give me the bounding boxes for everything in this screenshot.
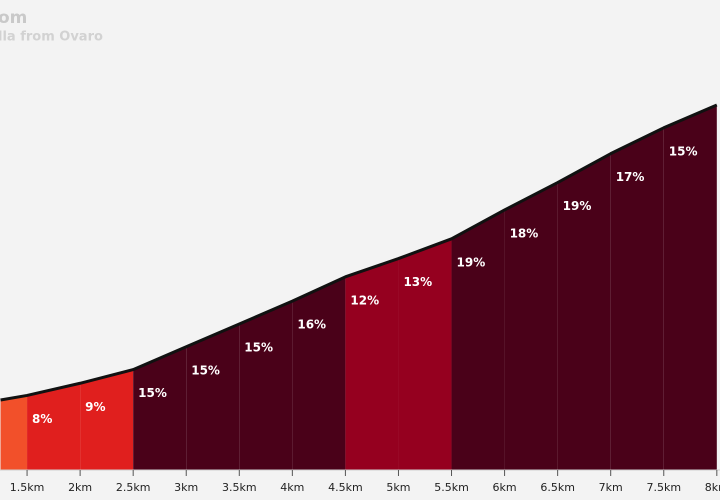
- segment-label: 15%: [244, 340, 273, 354]
- segment-label: 15%: [191, 363, 220, 377]
- x-tick-label: 3.5km: [222, 481, 257, 494]
- segment: [504, 182, 558, 470]
- segment: [239, 301, 293, 470]
- segment-label: 17%: [616, 170, 645, 184]
- segment-label: 19%: [563, 199, 592, 213]
- segment-label: 12%: [350, 293, 379, 307]
- chart-title: om: [0, 8, 27, 28]
- segment: [80, 369, 134, 470]
- segments: [0, 105, 717, 471]
- x-tick-label: 7.5km: [646, 481, 681, 494]
- x-tick-label: 6.5km: [540, 481, 575, 494]
- segment-label: 9%: [85, 400, 105, 414]
- segment: [0, 395, 28, 470]
- segment: [186, 323, 240, 470]
- segment: [451, 209, 505, 471]
- x-tick-label: 5.5km: [434, 481, 469, 494]
- segment-label: 19%: [457, 255, 486, 269]
- x-tick-label: 4.5km: [328, 481, 363, 494]
- profile-line: [0, 103, 718, 402]
- segment: [557, 153, 611, 470]
- segment: [292, 276, 346, 470]
- segment-label: 18%: [510, 226, 539, 240]
- chart-subtitle: lla from Ovaro: [0, 30, 103, 45]
- segment-label: 8%: [32, 412, 52, 426]
- segment-label: 15%: [138, 386, 167, 400]
- x-tick-label: 5km: [386, 481, 410, 494]
- segment: [610, 127, 664, 471]
- segment-label: 16%: [297, 318, 326, 332]
- segment: [345, 258, 399, 470]
- x-tick-label: 4km: [280, 481, 304, 494]
- x-tick-label: 7km: [599, 481, 623, 494]
- x-tick-label: 6km: [493, 481, 517, 494]
- x-tick-label: 2km: [68, 481, 92, 494]
- x-tick-label: 2.5km: [116, 481, 151, 494]
- x-tick-label: 1.5km: [10, 481, 45, 494]
- segment: [398, 238, 452, 470]
- x-tick-label: 3km: [174, 481, 198, 494]
- segment-label: 15%: [669, 144, 698, 158]
- segment: [133, 346, 187, 470]
- segment: [27, 383, 81, 470]
- segment-label: 13%: [403, 275, 432, 289]
- segment: [663, 105, 717, 470]
- x-tick-label: 8km: [705, 481, 720, 494]
